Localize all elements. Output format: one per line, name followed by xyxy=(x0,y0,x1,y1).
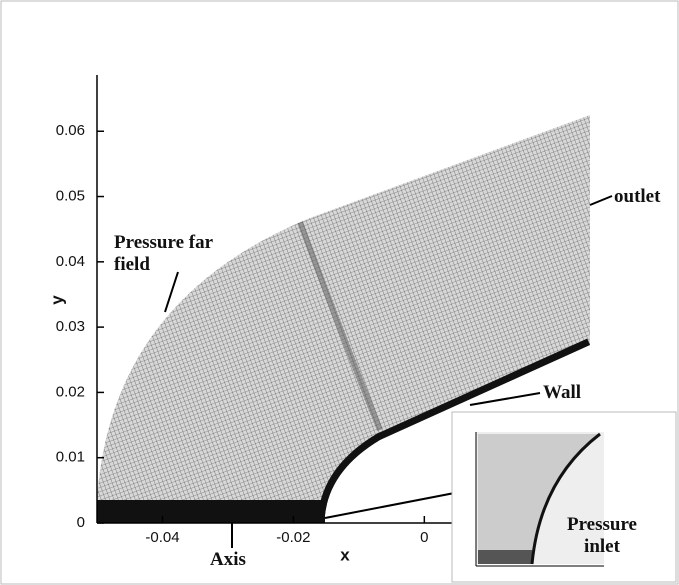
y-tick-label: 0.02 xyxy=(56,383,85,400)
annotation: outlet xyxy=(614,186,661,207)
y-tick-label: 0.05 xyxy=(56,187,85,204)
y-tick-label: 0.03 xyxy=(56,318,85,335)
y-tick-label: 0.04 xyxy=(56,253,85,270)
x-tick-label: -0.04 xyxy=(145,529,179,546)
y-tick-label: 0.06 xyxy=(56,122,85,139)
annotation: Pressure inlet xyxy=(566,514,637,557)
annotation: Pressure far field xyxy=(114,232,213,275)
x-tick-label: -0.02 xyxy=(276,529,310,546)
annotation: Wall xyxy=(543,382,582,403)
x-tick-label: 0 xyxy=(420,529,428,546)
y-tick-label: 0 xyxy=(77,514,85,531)
x-axis-label: x xyxy=(340,545,350,564)
y-tick-label: 0.01 xyxy=(56,449,85,466)
inset xyxy=(451,411,677,583)
annotation: Axis xyxy=(210,549,246,570)
leaders xyxy=(164,195,613,548)
y-axis-label: y xyxy=(47,295,66,305)
